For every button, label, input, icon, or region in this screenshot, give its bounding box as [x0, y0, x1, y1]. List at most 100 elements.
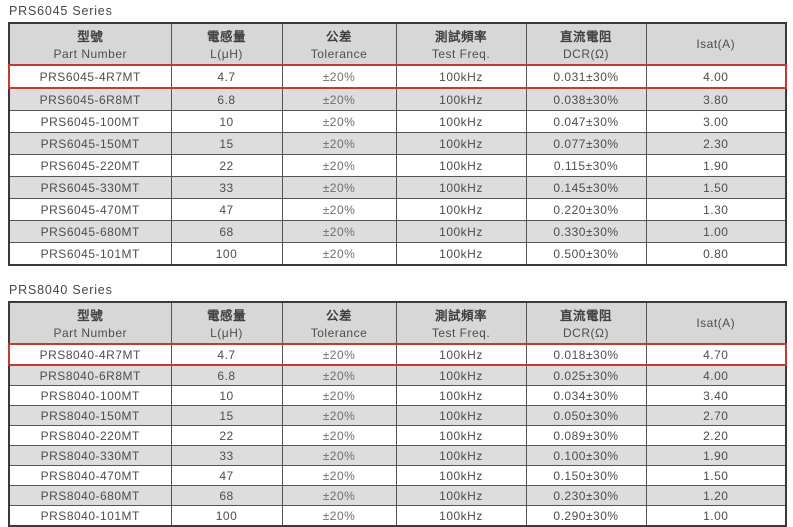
cell: 100kHz [395, 385, 527, 406]
cell: 0.100±30% [525, 445, 647, 466]
cell: 0.500±30% [525, 242, 647, 266]
cell: ±20% [281, 425, 397, 446]
cell: PRS8040-330MT [8, 445, 172, 466]
col-label-en: Test Freq. [431, 46, 491, 61]
spec-table-prs8040: 型號 Part Number 電感量 L(μH) 公差 Tolerance 測試… [8, 301, 787, 527]
table-row: PRS6045-220MT 22 ±20% 100kHz 0.115±30% 1.90 [8, 154, 787, 177]
cell: PRS6045-220MT [8, 154, 172, 177]
col-label-zh: 直流電阻 [559, 308, 612, 323]
cell: ±20% [281, 154, 397, 177]
cell: PRS6045-100MT [8, 110, 172, 133]
table-row: PRS8040-101MT 100 ±20% 100kHz 0.290±30% 1.00 [8, 505, 787, 527]
cell: 47 [170, 465, 283, 486]
cell: 100 [170, 242, 283, 266]
cell: 0.80 [645, 242, 787, 266]
table-header: 型號 Part Number 電感量 L(μH) 公差 Tolerance 測試… [8, 301, 787, 345]
table-row: PRS8040-330MT 33 ±20% 100kHz 0.100±30% 1.90 [8, 445, 787, 466]
table-row: PRS6045-470MT 47 ±20% 100kHz 0.220±30% 1.30 [8, 198, 787, 221]
cell: 68 [170, 220, 283, 243]
col-label-en: Isat(A) [696, 316, 736, 330]
cell: 0.047±30% [525, 110, 647, 133]
cell: PRS8040-4R7MT [8, 343, 172, 366]
cell: 2.70 [645, 405, 787, 426]
cell: ±20% [281, 465, 397, 486]
cell: PRS8040-100MT [8, 385, 172, 406]
cell: 0.050±30% [525, 405, 647, 426]
cell: 100kHz [395, 176, 527, 199]
table-row: PRS6045-100MT 10 ±20% 100kHz 0.047±30% 3.00 [8, 110, 787, 133]
cell: 100kHz [395, 343, 527, 366]
cell: PRS6045-470MT [8, 198, 172, 221]
series-title: PRS6045 Series [9, 4, 113, 18]
cell: ±20% [281, 220, 397, 243]
cell: 100kHz [395, 64, 527, 89]
col-label-zh: 測試頻率 [434, 29, 487, 44]
cell: PRS6045-680MT [8, 220, 172, 243]
cell: 0.038±30% [525, 87, 647, 111]
cell: ±20% [281, 485, 397, 506]
series-section-prs8040: PRS8040 Series 型號 Part Number 電感量 L(μH) [8, 283, 793, 527]
cell: 1.30 [645, 198, 787, 221]
header-row: 型號 Part Number 電感量 L(μH) 公差 Tolerance 測試… [8, 301, 787, 345]
cell: 6.8 [170, 87, 283, 111]
cell: 100kHz [395, 132, 527, 155]
col-label-en: Part Number [53, 325, 128, 340]
table-header: 型號 Part Number 電感量 L(μH) 公差 Tolerance 測試… [8, 22, 787, 66]
col-label-zh: 電感量 [206, 29, 246, 44]
cell: 15 [170, 405, 283, 426]
col-label-en: Test Freq. [431, 325, 491, 340]
cell: 4.70 [645, 343, 787, 366]
col-label-en: Tolerance [310, 46, 368, 61]
cell: 100kHz [395, 220, 527, 243]
cell: PRS6045-4R7MT [8, 64, 172, 89]
cell: ±20% [281, 364, 397, 386]
col-test-freq: 測試頻率 Test Freq. [395, 22, 527, 66]
col-isat: Isat(A) [645, 22, 787, 66]
cell: PRS8040-220MT [8, 425, 172, 446]
table-row: PRS8040-100MT 10 ±20% 100kHz 0.034±30% 3.40 [8, 385, 787, 406]
cell: ±20% [281, 385, 397, 406]
col-tolerance: 公差 Tolerance [281, 22, 397, 66]
cell: 68 [170, 485, 283, 506]
cell: 100kHz [395, 485, 527, 506]
col-part-number: 型號 Part Number [8, 301, 172, 345]
col-label-zh: 電感量 [206, 308, 246, 323]
cell: 100kHz [395, 87, 527, 111]
cell: PRS8040-101MT [8, 505, 172, 527]
col-dcr: 直流電阻 DCR(Ω) [525, 22, 647, 66]
cell: 100kHz [395, 465, 527, 486]
col-test-freq: 測試頻率 Test Freq. [395, 301, 527, 345]
table-row: PRS8040-680MT 68 ±20% 100kHz 0.230±30% 1.20 [8, 485, 787, 506]
cell: 2.20 [645, 425, 787, 446]
cell: ±20% [281, 64, 397, 89]
cell: 6.8 [170, 364, 283, 386]
table-row: PRS8040-470MT 47 ±20% 100kHz 0.150±30% 1.50 [8, 465, 787, 486]
table-row: PRS8040-150MT 15 ±20% 100kHz 0.050±30% 2.70 [8, 405, 787, 426]
col-dcr: 直流電阻 DCR(Ω) [525, 301, 647, 345]
cell: 0.230±30% [525, 485, 647, 506]
table-row: PRS6045-6R8MT 6.8 ±20% 100kHz 0.038±30% 3.80 [8, 87, 787, 111]
cell: 0.115±30% [525, 154, 647, 177]
cell: 0.031±30% [525, 64, 647, 89]
cell: 3.80 [645, 87, 787, 111]
table-row: PRS6045-4R7MT 4.7 ±20% 100kHz 0.031±30% 4.00 [8, 64, 787, 89]
cell: 100kHz [395, 505, 527, 527]
cell: PRS6045-101MT [8, 242, 172, 266]
cell: PRS8040-6R8MT [8, 364, 172, 386]
header-row: 型號 Part Number 電感量 L(μH) 公差 Tolerance 測試… [8, 22, 787, 66]
cell: PRS6045-150MT [8, 132, 172, 155]
col-label-zh: 型號 [77, 308, 104, 323]
cell: ±20% [281, 405, 397, 426]
col-label-zh: 直流電阻 [559, 29, 612, 44]
cell: ±20% [281, 343, 397, 366]
cell: 22 [170, 154, 283, 177]
cell: 100 [170, 505, 283, 527]
cell: PRS8040-680MT [8, 485, 172, 506]
cell: ±20% [281, 132, 397, 155]
cell: 3.40 [645, 385, 787, 406]
cell: 1.00 [645, 220, 787, 243]
table-row: PRS6045-680MT 68 ±20% 100kHz 0.330±30% 1.00 [8, 220, 787, 243]
cell: 0.330±30% [525, 220, 647, 243]
col-label-en: DCR(Ω) [563, 325, 609, 340]
